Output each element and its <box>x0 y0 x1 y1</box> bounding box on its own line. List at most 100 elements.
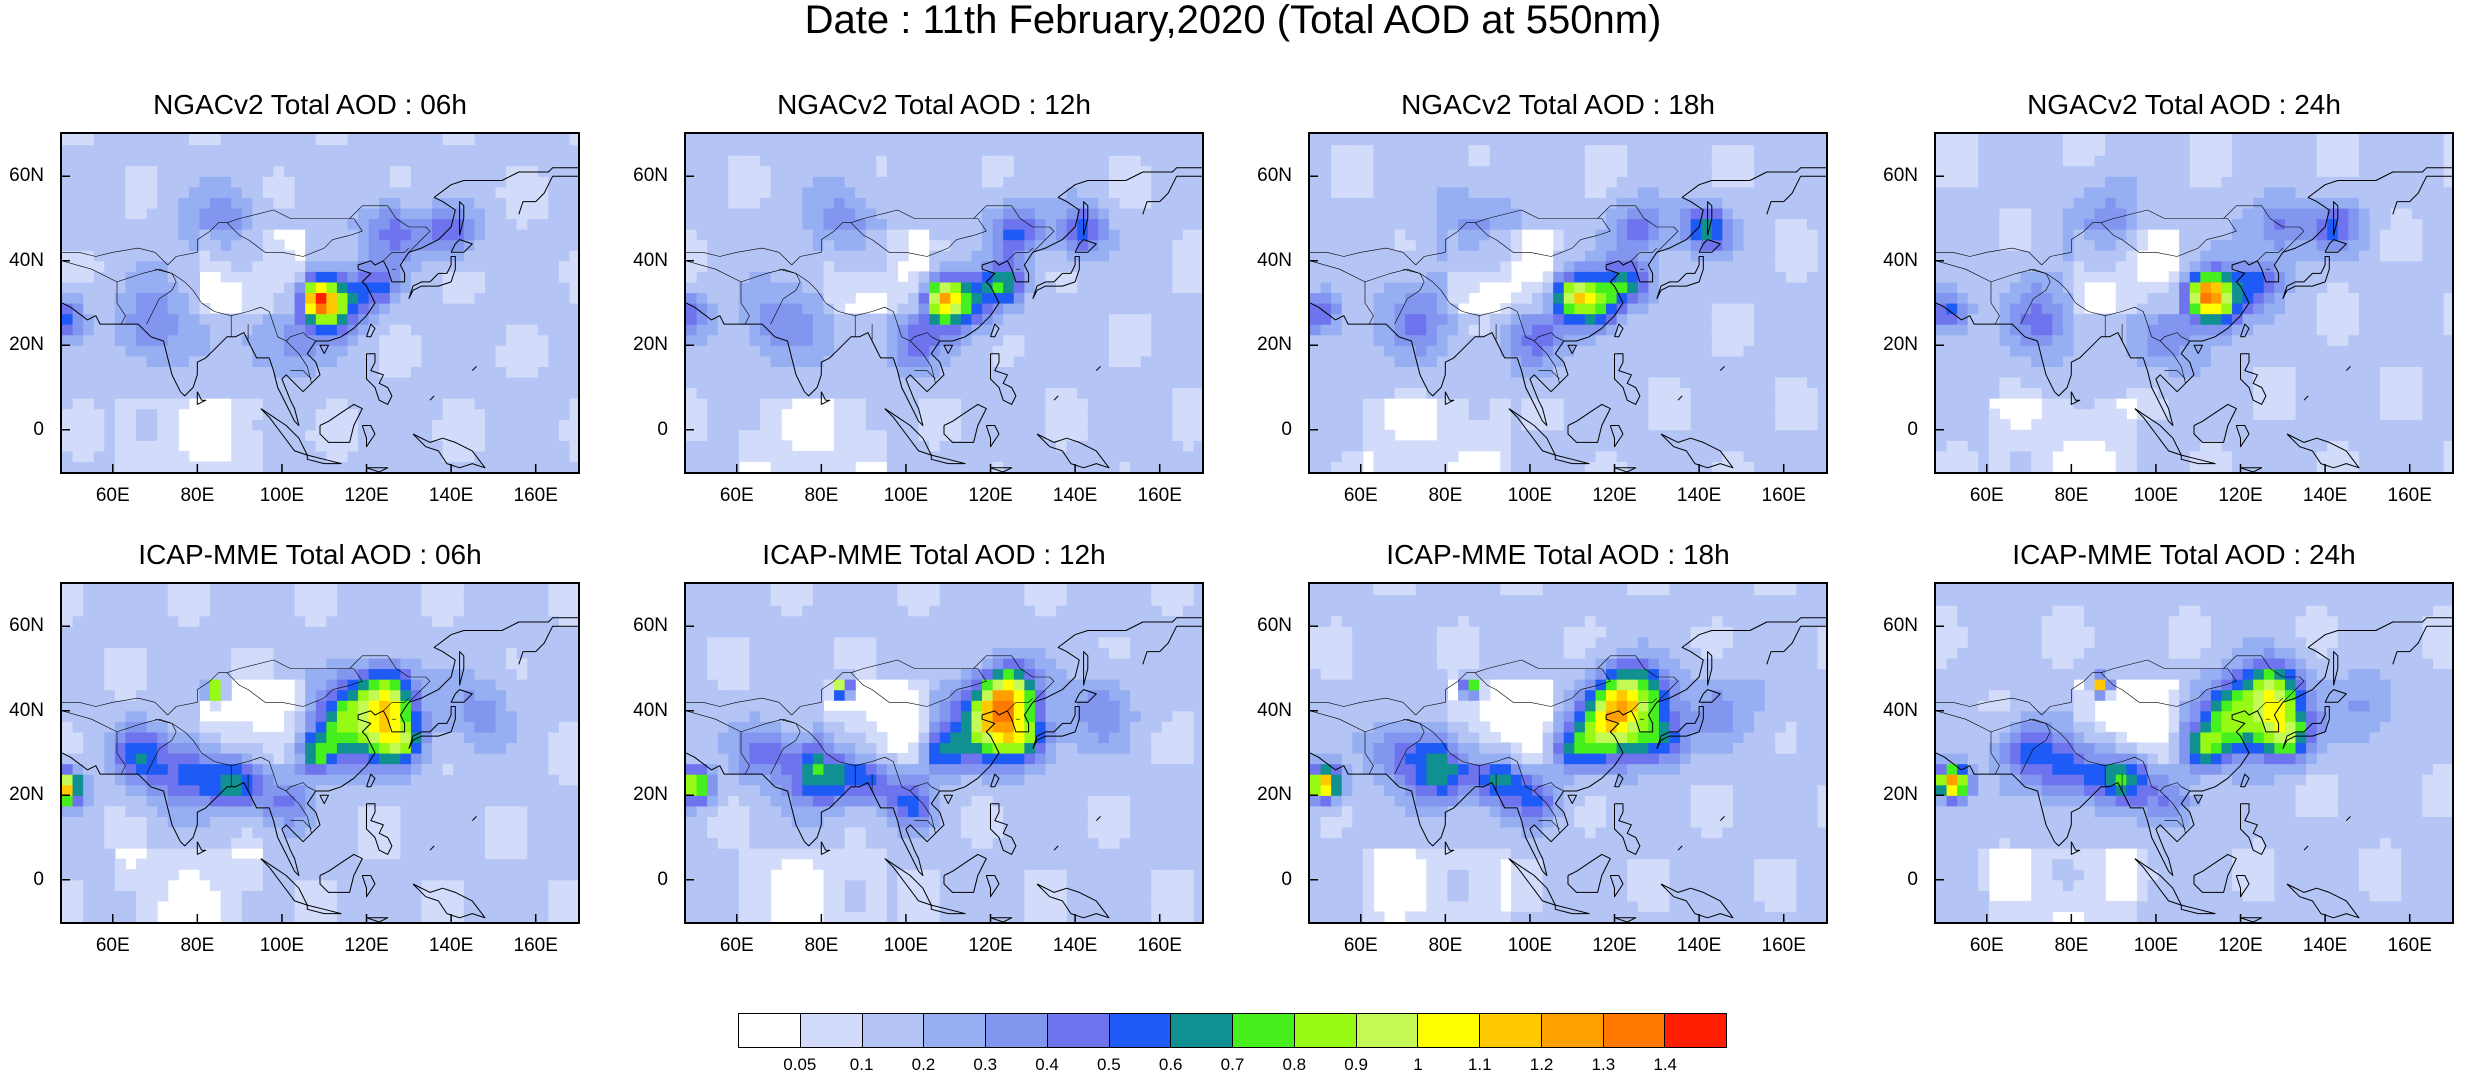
colorbar-swatch <box>1295 1014 1357 1047</box>
aod-field <box>1310 134 1826 472</box>
x-tick-label: 120E <box>332 936 402 956</box>
colorbar-label: 0.8 <box>1264 1055 1324 1075</box>
x-tick-label: 80E <box>1410 936 1480 956</box>
y-tick-label: 20N <box>1242 335 1292 355</box>
x-tick-label: 140E <box>2290 486 2360 506</box>
x-tick-label: 100E <box>1495 486 1565 506</box>
y-tick-label: 20N <box>0 335 44 355</box>
x-tick-label: 140E <box>1040 936 1110 956</box>
x-tick-label: 120E <box>332 486 402 506</box>
y-tick-label: 40N <box>0 701 44 721</box>
y-tick-label: 20N <box>1868 785 1918 805</box>
x-tick-label: 80E <box>162 486 232 506</box>
colorbar-label: 0.7 <box>1203 1055 1263 1075</box>
x-tick-label: 60E <box>1326 486 1396 506</box>
y-tick-label: 60N <box>0 166 44 186</box>
x-tick-label: 60E <box>1952 936 2022 956</box>
y-tick-label: 0 <box>0 870 44 890</box>
x-tick-label: 160E <box>501 936 571 956</box>
x-tick-label: 160E <box>1749 486 1819 506</box>
y-tick-label: 60N <box>1868 616 1918 636</box>
aod-map <box>62 134 578 472</box>
colorbar-swatch <box>1418 1014 1480 1047</box>
y-tick-label: 0 <box>1242 420 1292 440</box>
aod-field <box>686 134 1202 472</box>
panel-title: ICAP-MME Total AOD : 06h <box>50 538 570 578</box>
colorbar-label: 1.1 <box>1450 1055 1510 1075</box>
aod-field <box>1936 584 2452 922</box>
y-tick-label: 60N <box>618 616 668 636</box>
aod-map <box>1936 584 2452 922</box>
aod-map <box>1936 134 2452 472</box>
colorbar-label: 1.2 <box>1512 1055 1572 1075</box>
x-tick-label: 100E <box>871 486 941 506</box>
x-tick-label: 140E <box>2290 936 2360 956</box>
colorbar-swatch <box>1233 1014 1295 1047</box>
x-tick-label: 160E <box>501 486 571 506</box>
x-tick-label: 120E <box>1580 486 1650 506</box>
map-plot <box>60 582 580 924</box>
y-tick-label: 40N <box>1868 251 1918 271</box>
colorbar-label: 1.3 <box>1573 1055 1633 1075</box>
y-tick-label: 40N <box>1242 701 1292 721</box>
y-tick-label: 0 <box>618 870 668 890</box>
colorbar-label: 1.4 <box>1635 1055 1695 1075</box>
x-tick-label: 80E <box>1410 486 1480 506</box>
map-plot <box>1934 132 2454 474</box>
x-tick-label: 80E <box>162 936 232 956</box>
aod-field <box>1936 134 2452 472</box>
colorbar-swatch <box>1665 1014 1726 1047</box>
colorbar-label: 0.1 <box>832 1055 892 1075</box>
y-tick-label: 40N <box>0 251 44 271</box>
colorbar-label: 0.9 <box>1326 1055 1386 1075</box>
map-plot <box>684 582 1204 924</box>
y-tick-label: 0 <box>1868 420 1918 440</box>
y-tick-label: 40N <box>1868 701 1918 721</box>
colorbar-swatch <box>863 1014 925 1047</box>
aod-field <box>686 584 1202 922</box>
map-plot <box>60 132 580 474</box>
x-tick-label: 60E <box>702 936 772 956</box>
y-tick-label: 20N <box>618 335 668 355</box>
colorbar-swatch <box>739 1014 801 1047</box>
x-tick-label: 140E <box>1664 486 1734 506</box>
colorbar-label: 0.5 <box>1079 1055 1139 1075</box>
x-tick-label: 140E <box>416 936 486 956</box>
colorbar-swatch <box>1048 1014 1110 1047</box>
x-tick-label: 120E <box>2206 936 2276 956</box>
x-tick-label: 60E <box>1952 486 2022 506</box>
colorbar-swatch <box>1604 1014 1666 1047</box>
x-tick-label: 140E <box>1040 486 1110 506</box>
x-tick-label: 120E <box>2206 486 2276 506</box>
colorbar-label: 0.2 <box>893 1055 953 1075</box>
map-plot <box>1308 582 1828 924</box>
colorbar-swatch <box>1110 1014 1172 1047</box>
map-plot <box>684 132 1204 474</box>
colorbar-swatch <box>986 1014 1048 1047</box>
colorbar <box>738 1013 1727 1048</box>
map-plot <box>1308 132 1828 474</box>
x-tick-label: 140E <box>416 486 486 506</box>
aod-map <box>62 584 578 922</box>
x-tick-label: 160E <box>2375 486 2445 506</box>
colorbar-label: 0.05 <box>770 1055 830 1075</box>
x-tick-label: 80E <box>786 486 856 506</box>
x-tick-label: 100E <box>247 936 317 956</box>
y-tick-label: 0 <box>1868 870 1918 890</box>
y-tick-label: 40N <box>618 701 668 721</box>
colorbar-swatch <box>1480 1014 1542 1047</box>
x-tick-label: 160E <box>1749 936 1819 956</box>
aod-map <box>1310 584 1826 922</box>
panel-title: ICAP-MME Total AOD : 18h <box>1298 538 1818 578</box>
x-tick-label: 60E <box>78 936 148 956</box>
aod-field <box>62 134 578 472</box>
colorbar-swatch <box>1542 1014 1604 1047</box>
x-tick-label: 100E <box>247 486 317 506</box>
